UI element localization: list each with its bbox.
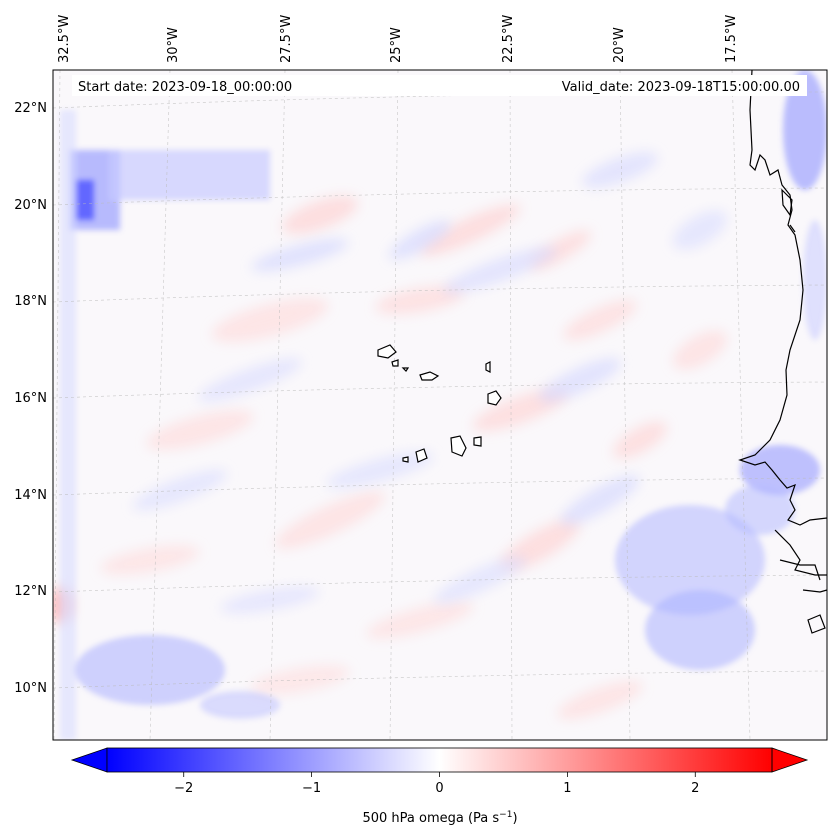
colorbar-ticks: −2 −1 0 1 2: [174, 772, 699, 796]
header-band: [72, 75, 807, 96]
lat-label-12n: 12°N: [14, 584, 47, 599]
colorbar-label: 500 hPa omega (Pa s−1): [362, 810, 517, 826]
colorbar-tick-label: 1: [563, 781, 571, 796]
gridlines: [52, 69, 828, 741]
lat-label-16n: 16°N: [14, 391, 47, 406]
colorbar-tick-label: −2: [174, 781, 193, 796]
map-panel: Start date: 2023-09-18_00:00:00 Valid_da…: [52, 69, 828, 741]
lon-label-22-5w: 22.5°W: [501, 15, 516, 63]
colorbar-tick-label: 0: [435, 781, 443, 796]
colorbar-tick-label: −1: [302, 781, 321, 796]
lon-labels: 32.5°W 30°W 27.5°W 25°W 22.5°W 20°W 17.5…: [57, 15, 739, 63]
lon-label-25w: 25°W: [389, 27, 404, 63]
colorbar-gradient: [107, 748, 772, 772]
map-frame: [52, 69, 828, 741]
lon-label-27-5w: 27.5°W: [279, 15, 294, 63]
lon-label-30w: 30°W: [166, 27, 181, 63]
lon-label-32-5w: 32.5°W: [57, 15, 72, 63]
lat-label-18n: 18°N: [14, 294, 47, 309]
lat-label-14n: 14°N: [14, 488, 47, 503]
lat-label-10n: 10°N: [14, 681, 47, 696]
lon-label-20w: 20°W: [612, 27, 627, 63]
lat-label-22n: 22°N: [14, 101, 47, 116]
coastline: [738, 69, 828, 634]
lon-label-17-5w: 17.5°W: [724, 15, 739, 63]
cape-verde-islands: [377, 344, 502, 463]
lat-label-20n: 20°N: [14, 198, 47, 213]
colorbar: −2 −1 0 1 2 500 hPa omega (Pa s−1): [70, 747, 809, 826]
colorbar-tick-label: 2: [691, 781, 699, 796]
lat-labels: 22°N 20°N 18°N 16°N 14°N 12°N 10°N: [14, 101, 47, 696]
colorbar-max-extend: [771, 747, 809, 773]
valid-date-label: Valid_date: 2023-09-18T15:00:00.00: [562, 80, 800, 95]
start-date-label: Start date: 2023-09-18_00:00:00: [78, 80, 292, 95]
omega-field: [53, 70, 827, 740]
colorbar-min-extend: [70, 747, 108, 773]
